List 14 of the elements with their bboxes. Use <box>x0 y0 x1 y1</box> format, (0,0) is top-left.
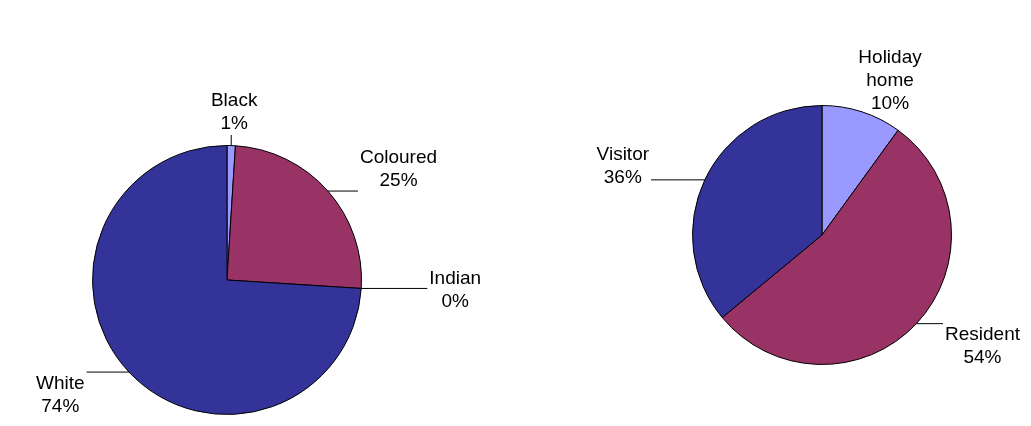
data-label: 10% <box>871 92 910 114</box>
data-label: 36% <box>603 165 642 187</box>
slice-label: Holiday home <box>858 46 923 91</box>
slice-label: Resident <box>944 322 1021 344</box>
text: 0% <box>441 290 469 312</box>
data-label: 54% <box>963 345 1002 367</box>
slice-label: Visitor <box>596 142 650 164</box>
slice-label: Black <box>210 88 258 110</box>
legend-label: Indian <box>429 267 482 289</box>
data-label: 1% <box>220 111 249 133</box>
slice-label: White <box>36 371 85 393</box>
data-label: 25% <box>379 168 418 190</box>
data-label: 74% <box>41 394 80 416</box>
slice-label: Coloured <box>359 145 438 167</box>
